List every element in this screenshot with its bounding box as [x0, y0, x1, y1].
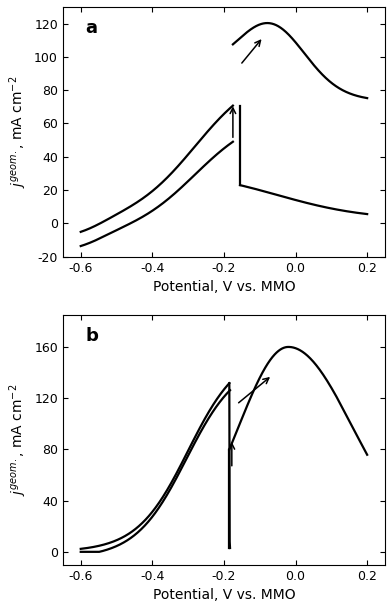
X-axis label: Potential, V vs. MMO: Potential, V vs. MMO [152, 588, 295, 602]
Text: b: b [85, 328, 98, 345]
Y-axis label: $j^{geom.}$, mA cm$^{-2}$: $j^{geom.}$, mA cm$^{-2}$ [7, 384, 29, 496]
Text: a: a [85, 19, 97, 37]
Y-axis label: $j^{geom.}$, mA cm$^{-2}$: $j^{geom.}$, mA cm$^{-2}$ [7, 76, 29, 188]
X-axis label: Potential, V vs. MMO: Potential, V vs. MMO [152, 280, 295, 294]
